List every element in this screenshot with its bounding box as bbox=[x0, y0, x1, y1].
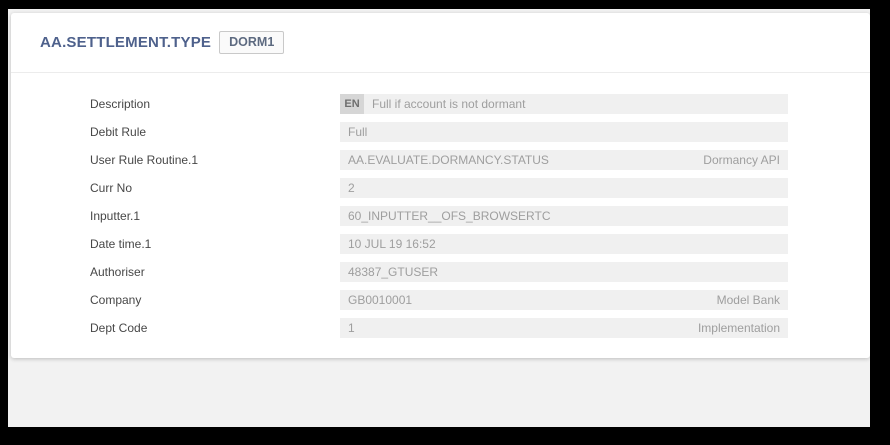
field-label: Inputter.1 bbox=[90, 209, 141, 223]
field-value: AA.EVALUATE.DORMANCY.STATUS bbox=[348, 153, 549, 167]
field-label: Curr No bbox=[90, 181, 133, 195]
field-value: 48387_GTUSER bbox=[348, 265, 439, 279]
page-title: AA.SETTLEMENT.TYPE bbox=[40, 34, 212, 51]
field-value: 1 bbox=[348, 321, 355, 335]
field-label: Description bbox=[90, 97, 151, 111]
field-value: Full if account is not dormant bbox=[372, 97, 526, 111]
field-label: User Rule Routine.1 bbox=[90, 153, 199, 167]
form-row: Curr No 2 bbox=[11, 174, 870, 202]
field-value-box[interactable]: 2 bbox=[340, 178, 788, 198]
form-row: Description EN Full if account is not do… bbox=[11, 90, 870, 118]
form-row: Debit Rule Full bbox=[11, 118, 870, 146]
field-value: 10 JUL 19 16:52 bbox=[348, 237, 436, 251]
field-value-box[interactable]: 10 JUL 19 16:52 bbox=[340, 234, 788, 254]
language-badge[interactable]: EN bbox=[340, 94, 364, 114]
form-row: Inputter.1 60_INPUTTER__OFS_BROWSERTC bbox=[11, 202, 870, 230]
field-value-box[interactable]: Full bbox=[340, 122, 788, 142]
field-value: 60_INPUTTER__OFS_BROWSERTC bbox=[348, 209, 551, 223]
field-label: Company bbox=[90, 293, 142, 307]
record-card: AA.SETTLEMENT.TYPE DORM1 Description EN … bbox=[11, 13, 870, 358]
record-header: AA.SETTLEMENT.TYPE DORM1 bbox=[11, 13, 870, 73]
field-value-box[interactable]: 48387_GTUSER bbox=[340, 262, 788, 282]
field-value-box[interactable]: 1 Implementation bbox=[340, 318, 788, 338]
field-enrichment: Dormancy API bbox=[703, 153, 780, 167]
field-value-box[interactable]: 60_INPUTTER__OFS_BROWSERTC bbox=[340, 206, 788, 226]
field-value-box[interactable]: EN Full if account is not dormant bbox=[340, 94, 788, 114]
field-value: Full bbox=[348, 125, 368, 139]
form-row: Dept Code 1 Implementation bbox=[11, 314, 870, 342]
field-label: Authoriser bbox=[90, 265, 145, 279]
page-background: AA.SETTLEMENT.TYPE DORM1 Description EN … bbox=[8, 9, 870, 427]
field-label: Debit Rule bbox=[90, 125, 147, 139]
field-enrichment: Model Bank bbox=[716, 293, 780, 307]
form-row: Authoriser 48387_GTUSER bbox=[11, 258, 870, 286]
field-value: GB0010001 bbox=[348, 293, 413, 307]
field-label: Date time.1 bbox=[90, 237, 152, 251]
field-enrichment: Implementation bbox=[697, 321, 780, 335]
record-form: Description EN Full if account is not do… bbox=[11, 73, 870, 342]
field-label: Dept Code bbox=[90, 321, 148, 335]
form-row: Company GB0010001 Model Bank bbox=[11, 286, 870, 314]
record-id-badge: DORM1 bbox=[219, 31, 285, 54]
form-row: Date time.1 10 JUL 19 16:52 bbox=[11, 230, 870, 258]
form-row: User Rule Routine.1 AA.EVALUATE.DORMANCY… bbox=[11, 146, 870, 174]
field-value: 2 bbox=[348, 181, 355, 195]
field-value-box[interactable]: GB0010001 Model Bank bbox=[340, 290, 788, 310]
field-value-box[interactable]: AA.EVALUATE.DORMANCY.STATUS Dormancy API bbox=[340, 150, 788, 170]
